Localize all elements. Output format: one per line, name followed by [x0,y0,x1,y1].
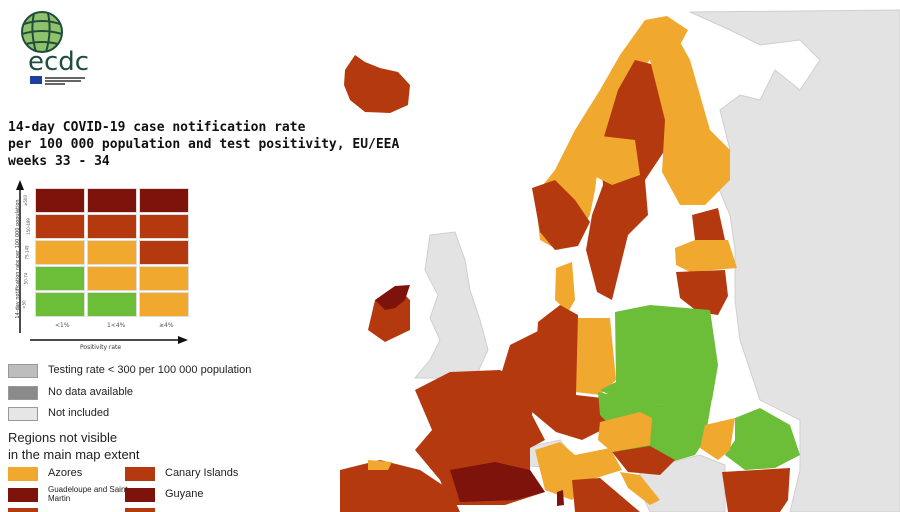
region-sweden-mid [592,135,640,185]
legend-swatch-partial [8,508,38,512]
region-ireland-northwest [375,285,410,310]
region-lithuania [676,270,728,315]
region-finland [650,42,730,205]
legend-label: Testing rate < 300 per 100 000 populatio… [48,364,252,376]
matrix-cell [35,266,85,291]
title-line-1: 14-day COVID-19 case notification rate [8,120,306,135]
region-swatch [8,488,38,502]
region-label: Azores [48,467,83,479]
axis-arrows [16,180,188,344]
matrix-cell [139,292,189,317]
region-italy-north [535,442,622,500]
legend-swatch [8,364,38,378]
region-uk [413,231,489,379]
matrix-cell [35,292,85,317]
region-germany-west [532,305,612,440]
matrix-cell [139,240,189,265]
region-swatch [8,467,38,481]
region-label: Guyane [165,488,204,500]
matrix-col-label: 1<4% [107,322,126,329]
matrix-cell [139,188,189,213]
y-axis-label: 14-day notification rate per 100 000 pop… [15,199,21,319]
region-label: Guadeloupe and Saint Martin [48,485,128,503]
regions-heading-line-1: Regions not visible [8,430,118,445]
legend-swatch [8,385,38,400]
matrix-cell [87,188,137,213]
region-benelux [500,330,542,392]
matrix-cell [87,292,137,317]
matrix-row-label: ≥500 [23,195,28,206]
regions-heading-line-2: in the main map extent [8,447,140,462]
legend-swatch-partial [125,508,155,512]
matrix-cell [35,214,85,239]
region-south-france [450,462,545,502]
ecdc-logo: ecdc [10,8,100,88]
globe-icon: ecdc [21,11,89,85]
region-spain [340,460,460,512]
region-corsica [557,490,564,506]
region-swatch [125,488,155,502]
region-norway [535,16,688,250]
matrix-col-label: <1% [55,322,70,329]
matrix-cell [139,266,189,291]
region-poland [600,305,718,405]
region-slovenia-croatia [612,446,675,475]
legend-label: No data available [48,385,134,398]
region-romania [725,408,800,470]
region-austria [598,412,652,452]
region-label: Canary Islands [165,467,239,479]
matrix-cell [87,266,137,291]
matrix-row-label: 50-74 [23,272,29,285]
legend-label: Not included [48,407,110,419]
matrix-cell [35,240,85,265]
region-italy-peninsula [572,478,640,512]
map-title: 14-day COVID-19 case notification rate p… [8,119,399,170]
matrix-col-label: ≥4% [159,322,174,329]
region-norway-south [532,180,590,250]
region-croatia-coast [620,472,660,505]
region-sweden [586,60,668,300]
region-estonia [692,208,725,240]
region-iceland [344,55,410,113]
x-axis-label: Positivity rate [80,344,122,351]
title-line-3: weeks 33 - 34 [8,154,110,169]
region-germany-east [572,318,616,395]
matrix-row-label: <50 [21,300,27,309]
matrix-cell [35,188,85,213]
matrix-cell [87,240,137,265]
region-west-romania [700,418,735,460]
matrix-cell [87,214,137,239]
legend-swatch [8,407,38,421]
matrix-cell [139,214,189,239]
region-spain-north [368,460,392,470]
matrix-row-label: 150-499 [25,218,31,235]
region-denmark [555,262,575,312]
region-latvia [675,240,737,272]
title-line-2: per 100 000 population and test positivi… [8,137,400,152]
matrix-row-label: 75-149 [24,245,30,260]
svg-text:ecdc: ecdc [28,47,89,77]
regions-heading: Regions not visible in the main map exte… [8,429,140,463]
region-bulgaria [722,468,790,512]
region-swatch [125,467,155,481]
risk-matrix: 14-day notification rate per 100 000 pop… [0,178,200,353]
